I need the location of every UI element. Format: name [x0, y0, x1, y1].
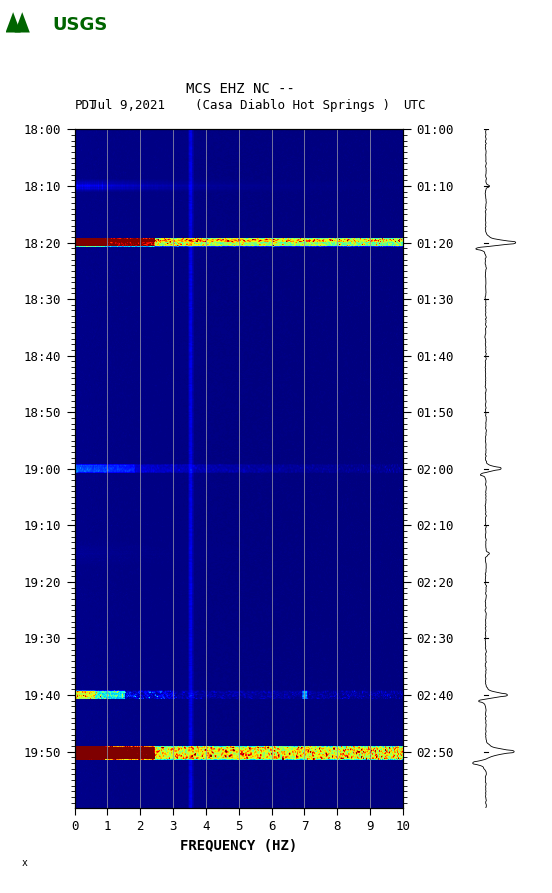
Text: x: x — [22, 858, 28, 868]
Polygon shape — [6, 13, 21, 32]
Text: PDT: PDT — [75, 98, 97, 112]
Text: UTC: UTC — [403, 98, 426, 112]
Polygon shape — [14, 13, 30, 32]
Text: Jul 9,2021    (Casa Diablo Hot Springs ): Jul 9,2021 (Casa Diablo Hot Springs ) — [90, 98, 390, 112]
X-axis label: FREQUENCY (HZ): FREQUENCY (HZ) — [180, 839, 298, 853]
Text: USGS: USGS — [52, 16, 108, 34]
Text: MCS EHZ NC --: MCS EHZ NC -- — [185, 81, 295, 96]
